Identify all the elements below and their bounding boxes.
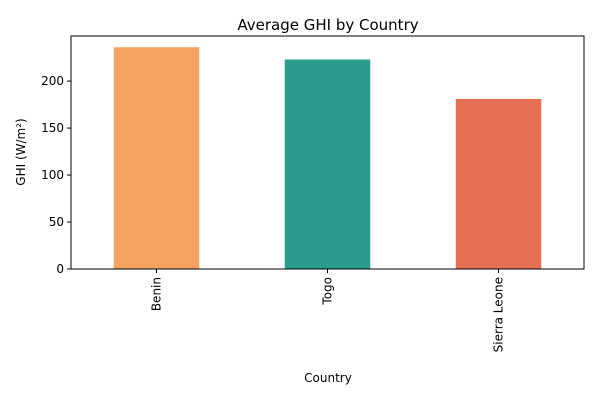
x-tick-label: Sierra Leone	[492, 277, 506, 352]
y-tick-label: 100	[41, 168, 64, 182]
bar-sierra-leone	[455, 98, 542, 270]
x-tick-label: Benin	[150, 277, 164, 311]
y-tick-label: 200	[41, 74, 64, 88]
bar-togo	[284, 59, 371, 270]
x-axis-ticks: Benin Togo Sierra Leone	[150, 269, 506, 352]
x-tick-label: Togo	[321, 277, 335, 306]
bars-group	[113, 47, 542, 270]
bar-benin	[113, 47, 200, 269]
chart-title: Average GHI by Country	[237, 16, 418, 34]
y-axis-ticks: 0 50 100 150 200	[41, 74, 71, 276]
x-axis-title: Country	[304, 371, 352, 385]
y-axis-title: GHI (W/m²)	[14, 118, 28, 185]
y-tick-label: 150	[41, 121, 64, 135]
y-tick-label: 0	[56, 262, 64, 276]
plot-frame	[70, 35, 585, 270]
y-tick-label: 50	[49, 215, 64, 229]
